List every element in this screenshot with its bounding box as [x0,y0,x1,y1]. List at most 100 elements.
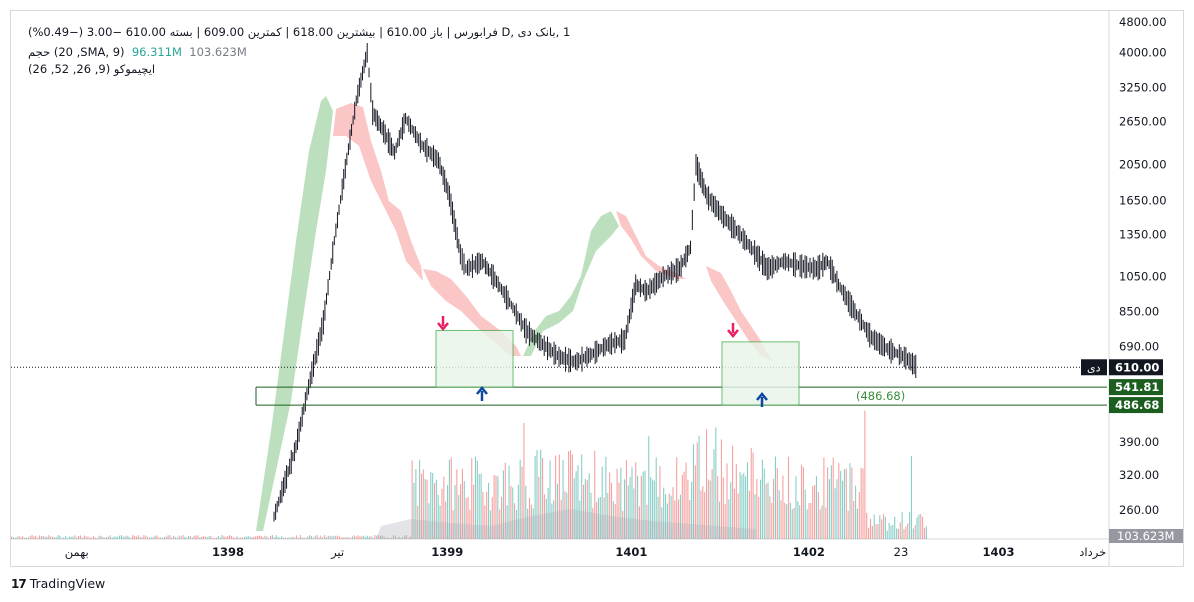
volume-bar [696,442,698,539]
volume-bar [603,497,605,539]
volume-bar [68,536,70,539]
volume-bar [443,476,445,539]
volume-bar [583,484,585,539]
volume-bar [778,490,780,539]
volume-bar [420,473,423,539]
volume-bar [752,452,754,539]
volume-bar [670,495,672,539]
volume-bar [702,486,704,539]
volume-bar [404,535,406,539]
volume-bar [676,457,678,539]
volume-bar [391,537,393,539]
volume-bar [625,460,627,539]
volume-bar [668,493,670,539]
volume-bar [855,485,857,539]
volume-bar [804,489,806,539]
volume-bar [268,537,270,539]
x-tick-label: 1401 [615,545,647,559]
volume-bar [368,536,370,539]
x-tick-label: 23 [894,545,909,559]
volume-bar [297,537,300,539]
ichimoku-cloud [256,96,773,531]
chart-frame[interactable]: (486.68) 4800.00 4000.00 3250.00 2650.00 2050… [10,10,1184,567]
volume-bar [215,537,218,539]
volume-bar [322,537,324,539]
volume-bar [46,536,48,539]
volume-bar [20,537,22,539]
volume-bar [31,535,33,539]
volume-bar [588,473,590,539]
volume-bar [394,535,396,539]
volume-bar [501,496,503,539]
volume-bar [789,502,791,539]
volume-bar [275,535,277,539]
volume-bar [540,449,542,539]
volume-bar [821,505,823,539]
volume-bar [120,535,123,539]
volume-bar [372,537,374,539]
volume-bar [61,537,63,539]
volume-bar [400,537,402,539]
volume-bar [137,535,139,539]
volume-bar [504,462,506,539]
volume-bar [545,498,547,539]
volume-bar [758,496,760,539]
volume-bar [871,525,873,539]
volume-bar [566,492,568,539]
volume-bar [743,472,745,539]
volume-bar [113,536,115,539]
volume-bar [333,535,335,539]
volume-bar [476,460,478,539]
volume-bar [521,466,523,539]
volume-bar [441,488,443,539]
volume-bar [795,476,797,539]
volume-bar [622,510,624,539]
volume-bar [486,491,488,539]
volume-bar [873,514,875,539]
volume-bar [273,537,275,539]
volume-bar [528,497,531,539]
volume-bar [240,537,242,539]
volume-bar [841,480,844,539]
tradingview-brand[interactable]: 17 TradingView [11,576,105,591]
price-chart[interactable]: (486.68) 4800.00 4000.00 3250.00 2650.00 2050… [11,11,1183,566]
volume-bar [748,490,750,539]
volume-bar [862,468,864,539]
volume-bar [741,474,743,539]
volume-bar [802,467,804,539]
volume-bar [745,476,747,539]
volume-bar [387,537,389,539]
volume-bar [800,464,803,539]
volume-bar [98,535,100,539]
volume-bar [186,537,188,539]
legend-volume-value2: 103.623M [189,45,247,59]
volume-bar [340,537,342,539]
arrow-up-icon-head [476,386,488,395]
legend-volume-label: حجم (20 ,SMA, 9) [28,45,125,59]
volume-bar [463,481,465,539]
volume-bar [735,463,737,539]
cloud-segment-bear [616,211,686,279]
legend-volume: حجم (20 ,SMA, 9) 96.311M 103.623M [28,45,247,59]
volume-bar [480,473,482,539]
y-tick-label: 850.00 [1119,305,1159,319]
volume-bar [877,524,879,539]
volume-bar [549,460,551,539]
volume-bar [493,474,495,539]
volume-bar [106,537,108,539]
volume-bar [158,537,160,539]
volume-bar [130,537,132,539]
volume-bar [160,537,162,539]
volume-bar [422,469,424,539]
volume-bar [653,480,655,539]
volume-bar [903,529,905,539]
volume-bar [288,537,290,539]
symbol-tag-bg [1081,359,1107,376]
volume-bar [96,537,98,539]
volume-bar [446,485,449,539]
volume-bar [590,492,592,539]
volume-bar [210,536,212,539]
volume-bar [864,410,866,539]
volume-bar [350,537,352,539]
volume-bar [197,535,199,539]
